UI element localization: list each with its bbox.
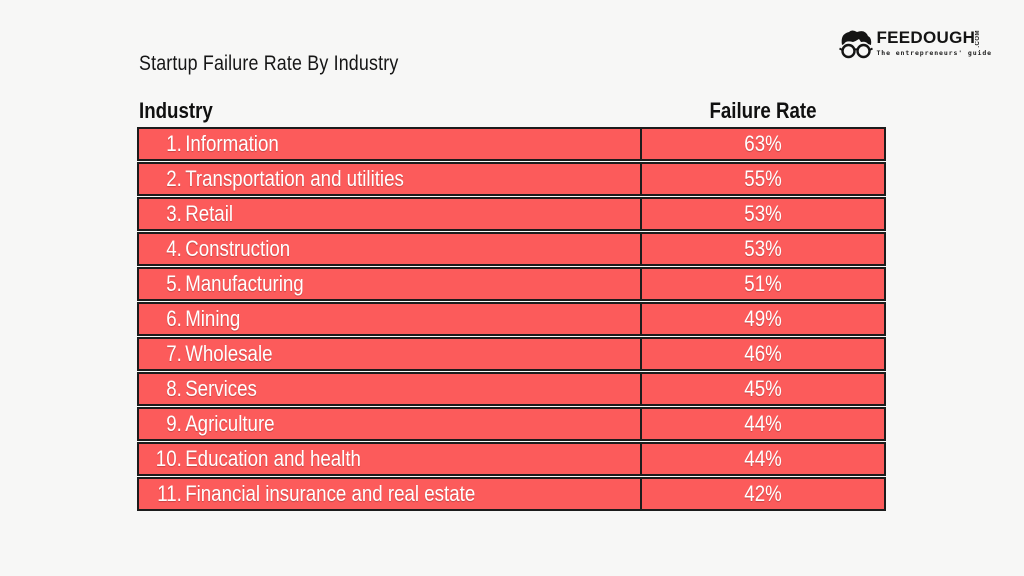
row-rank: 7. bbox=[166, 341, 182, 366]
industry-cell: 5. Manufacturing bbox=[139, 269, 642, 299]
page-title: Startup Failure Rate By Industry bbox=[139, 52, 444, 76]
table-row: 5. Manufacturing 51% bbox=[137, 267, 886, 301]
column-header-failure-rate: Failure Rate bbox=[709, 98, 817, 123]
page-title-text: Startup Failure Rate By Industry bbox=[139, 52, 399, 75]
row-industry: Construction bbox=[185, 236, 291, 261]
industry-cell: 2. Transportation and utilities bbox=[139, 164, 642, 194]
row-industry: Retail bbox=[185, 201, 234, 226]
industry-cell: 3. Retail bbox=[139, 199, 642, 229]
row-rank: 2. bbox=[166, 166, 182, 191]
column-header-industry: Industry bbox=[139, 98, 213, 123]
industry-cell: 11. Financial insurance and real estate bbox=[139, 479, 642, 509]
row-failure-rate: 44% bbox=[744, 411, 782, 436]
row-industry: Education and health bbox=[185, 446, 361, 471]
row-industry: Transportation and utilities bbox=[185, 166, 404, 191]
industry-cell: 4. Construction bbox=[139, 234, 642, 264]
industry-cell: 7. Wholesale bbox=[139, 339, 642, 369]
row-rank: 10. bbox=[155, 446, 182, 471]
table-row: 2. Transportation and utilities 55% bbox=[137, 162, 886, 196]
row-industry: Manufacturing bbox=[185, 271, 304, 296]
row-failure-rate: 45% bbox=[744, 376, 782, 401]
failure-rate-cell: 51% bbox=[642, 269, 884, 299]
row-failure-rate: 51% bbox=[744, 271, 782, 296]
failure-rate-cell: 44% bbox=[642, 409, 884, 439]
row-rank: 8. bbox=[166, 376, 182, 401]
failure-rate-cell: 46% bbox=[642, 339, 884, 369]
industry-cell: 6. Mining bbox=[139, 304, 642, 334]
row-rank: 5. bbox=[166, 271, 182, 296]
row-failure-rate: 46% bbox=[744, 341, 782, 366]
logo-brand: FEEDOUGH bbox=[876, 28, 976, 47]
row-industry: Wholesale bbox=[185, 341, 273, 366]
table-row: 3. Retail 53% bbox=[137, 197, 886, 231]
table-row: 11. Financial insurance and real estate 4… bbox=[137, 477, 886, 511]
failure-rate-cell: 44% bbox=[642, 444, 884, 474]
row-rank: 6. bbox=[166, 306, 182, 331]
failure-rate-cell: 42% bbox=[642, 479, 884, 509]
industry-cell: 9. Agriculture bbox=[139, 409, 642, 439]
row-rank: 3. bbox=[166, 201, 182, 226]
feedough-logo: FEEDOUGH .COM The entrepreneurs' guide bbox=[839, 28, 992, 70]
failure-rate-table: 1. Information 63% 2. Transportation and u… bbox=[137, 127, 886, 512]
table-row: 8. Services 45% bbox=[137, 372, 886, 406]
table-row: 10. Education and health 44% bbox=[137, 442, 886, 476]
row-failure-rate: 63% bbox=[744, 131, 782, 156]
row-industry: Services bbox=[185, 376, 257, 401]
row-industry: Financial insurance and real estate bbox=[185, 481, 476, 506]
failure-rate-cell: 63% bbox=[642, 129, 884, 159]
failure-rate-cell: 53% bbox=[642, 234, 884, 264]
table-row: 9. Agriculture 44% bbox=[137, 407, 886, 441]
row-failure-rate: 44% bbox=[744, 446, 782, 471]
row-rank: 9. bbox=[166, 411, 182, 436]
table-row: 6. Mining 49% bbox=[137, 302, 886, 336]
failure-rate-cell: 49% bbox=[642, 304, 884, 334]
row-failure-rate: 53% bbox=[744, 236, 782, 261]
industry-cell: 1. Information bbox=[139, 129, 642, 159]
industry-cell: 10. Education and health bbox=[139, 444, 642, 474]
row-industry: Information bbox=[185, 131, 279, 156]
row-rank: 11. bbox=[157, 481, 182, 506]
row-industry: Mining bbox=[185, 306, 241, 331]
failure-rate-cell: 53% bbox=[642, 199, 884, 229]
industry-cell: 8. Services bbox=[139, 374, 642, 404]
geek-face-icon bbox=[839, 29, 874, 70]
row-industry: Agriculture bbox=[185, 411, 275, 436]
logo-tagline: The entrepreneurs' guide bbox=[876, 49, 992, 57]
row-rank: 1. bbox=[166, 131, 182, 156]
failure-rate-cell: 45% bbox=[642, 374, 884, 404]
failure-rate-cell: 55% bbox=[642, 164, 884, 194]
row-failure-rate: 53% bbox=[744, 201, 782, 226]
table-row: 1. Information 63% bbox=[137, 127, 886, 161]
table-row: 7. Wholesale 46% bbox=[137, 337, 886, 371]
row-failure-rate: 55% bbox=[744, 166, 782, 191]
row-failure-rate: 42% bbox=[744, 481, 782, 506]
logo-text: FEEDOUGH .COM The entrepreneurs' guide bbox=[876, 28, 992, 57]
table-row: 4. Construction 53% bbox=[137, 232, 886, 266]
row-rank: 4. bbox=[166, 236, 182, 261]
logo-tld: .COM bbox=[975, 30, 982, 48]
row-failure-rate: 49% bbox=[744, 306, 782, 331]
